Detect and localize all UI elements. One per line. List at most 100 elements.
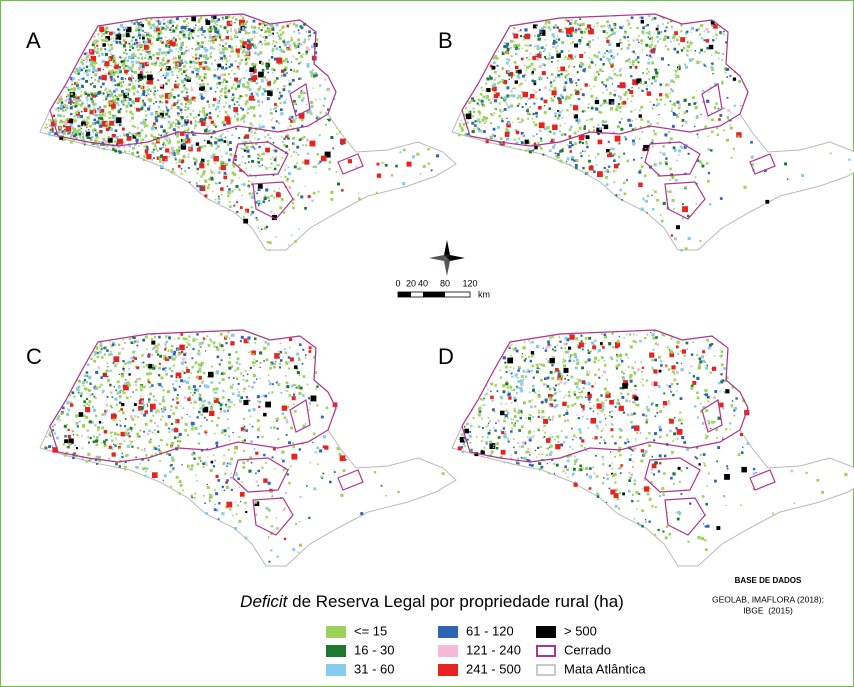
deficit-dot (515, 65, 519, 70)
deficit-dot (220, 140, 223, 143)
deficit-dot (227, 15, 231, 18)
deficit-dot (231, 98, 234, 102)
deficit-dot (512, 94, 516, 98)
deficit-dot (626, 179, 628, 182)
deficit-dot (662, 23, 664, 25)
deficit-dot (178, 146, 181, 149)
deficit-dot (593, 85, 595, 88)
deficit-dot (94, 133, 98, 137)
deficit-dot (291, 78, 295, 82)
deficit-dot (149, 26, 153, 30)
deficit-dot (185, 49, 187, 52)
deficit-dot (738, 80, 742, 84)
deficit-dot (177, 64, 180, 67)
deficit-dot (219, 25, 223, 28)
cerrado-outline (749, 153, 776, 175)
deficit-dot (625, 91, 628, 94)
deficit-dot (268, 241, 272, 245)
deficit-dot (373, 471, 377, 474)
deficit-dot (163, 63, 166, 66)
deficit-dot (198, 410, 201, 414)
deficit-dot (203, 339, 205, 342)
deficit-dot (190, 144, 194, 148)
deficit-dot (238, 363, 241, 366)
deficit-dot (642, 32, 645, 35)
deficit-dot (564, 56, 567, 58)
deficit-dot (646, 68, 649, 70)
deficit-dot (214, 91, 217, 93)
deficit-dot (75, 67, 79, 71)
deficit-dot (189, 113, 192, 116)
deficit-dot (244, 141, 248, 145)
deficit-dot (707, 135, 709, 137)
deficit-dot (258, 41, 261, 44)
deficit-dot (106, 379, 110, 382)
deficit-dot (625, 60, 628, 63)
deficit-dot (140, 44, 143, 47)
deficit-dot (97, 426, 100, 430)
deficit-dot (147, 58, 150, 61)
deficit-dot (284, 57, 288, 61)
deficit-dot (180, 43, 184, 47)
deficit-dot (553, 87, 557, 91)
deficit-dot (199, 394, 202, 397)
deficit-dot (259, 40, 262, 43)
deficit-dot (711, 68, 714, 71)
deficit-dot (699, 33, 702, 36)
deficit-dot (246, 43, 252, 49)
deficit-dot (513, 138, 516, 141)
deficit-dot (81, 132, 85, 135)
deficit-dot (172, 352, 176, 356)
deficit-dot (102, 372, 107, 377)
deficit-dot (184, 134, 187, 137)
deficit-dot (160, 147, 162, 149)
deficit-dot (225, 481, 228, 484)
deficit-dot (737, 135, 740, 138)
deficit-dot (275, 517, 278, 519)
deficit-dot (560, 133, 564, 136)
deficit-dot (194, 133, 197, 135)
deficit-dot (569, 80, 573, 84)
deficit-dot (210, 15, 214, 19)
deficit-dot (238, 137, 241, 139)
deficit-dot (101, 74, 107, 81)
deficit-dot (273, 365, 276, 369)
deficit-dot (117, 146, 121, 149)
deficit-dot (229, 385, 233, 389)
deficit-dot (310, 112, 313, 115)
deficit-dot (687, 152, 690, 155)
deficit-dot (286, 385, 290, 389)
deficit-dot (47, 132, 51, 136)
deficit-dot (173, 436, 177, 440)
deficit-dot (103, 412, 107, 416)
deficit-dot (490, 122, 493, 125)
deficit-dot (640, 118, 643, 121)
deficit-dot (275, 381, 278, 384)
deficit-dot (706, 46, 709, 50)
deficit-dot (729, 124, 731, 126)
deficit-dot (259, 60, 263, 64)
deficit-dot (165, 340, 168, 344)
deficit-dot (157, 32, 161, 36)
deficit-dot (134, 20, 138, 24)
deficit-dot (172, 467, 175, 470)
deficit-dot (109, 340, 111, 343)
deficit-dot (160, 385, 163, 388)
deficit-dot (142, 83, 145, 85)
deficit-dot (522, 91, 528, 98)
deficit-dot (130, 69, 133, 72)
deficit-dot (678, 113, 680, 115)
deficit-dot (142, 120, 146, 124)
deficit-dot (485, 82, 488, 85)
deficit-dot (187, 340, 190, 342)
deficit-dot (216, 509, 219, 512)
deficit-dot (197, 47, 201, 51)
deficit-dot (237, 84, 240, 88)
deficit-dot (230, 179, 234, 183)
deficit-dot (140, 395, 142, 397)
deficit-dot (131, 42, 134, 45)
deficit-dot (610, 107, 614, 111)
deficit-dot (308, 402, 312, 405)
deficit-dot (171, 24, 174, 27)
deficit-dot (578, 27, 581, 31)
